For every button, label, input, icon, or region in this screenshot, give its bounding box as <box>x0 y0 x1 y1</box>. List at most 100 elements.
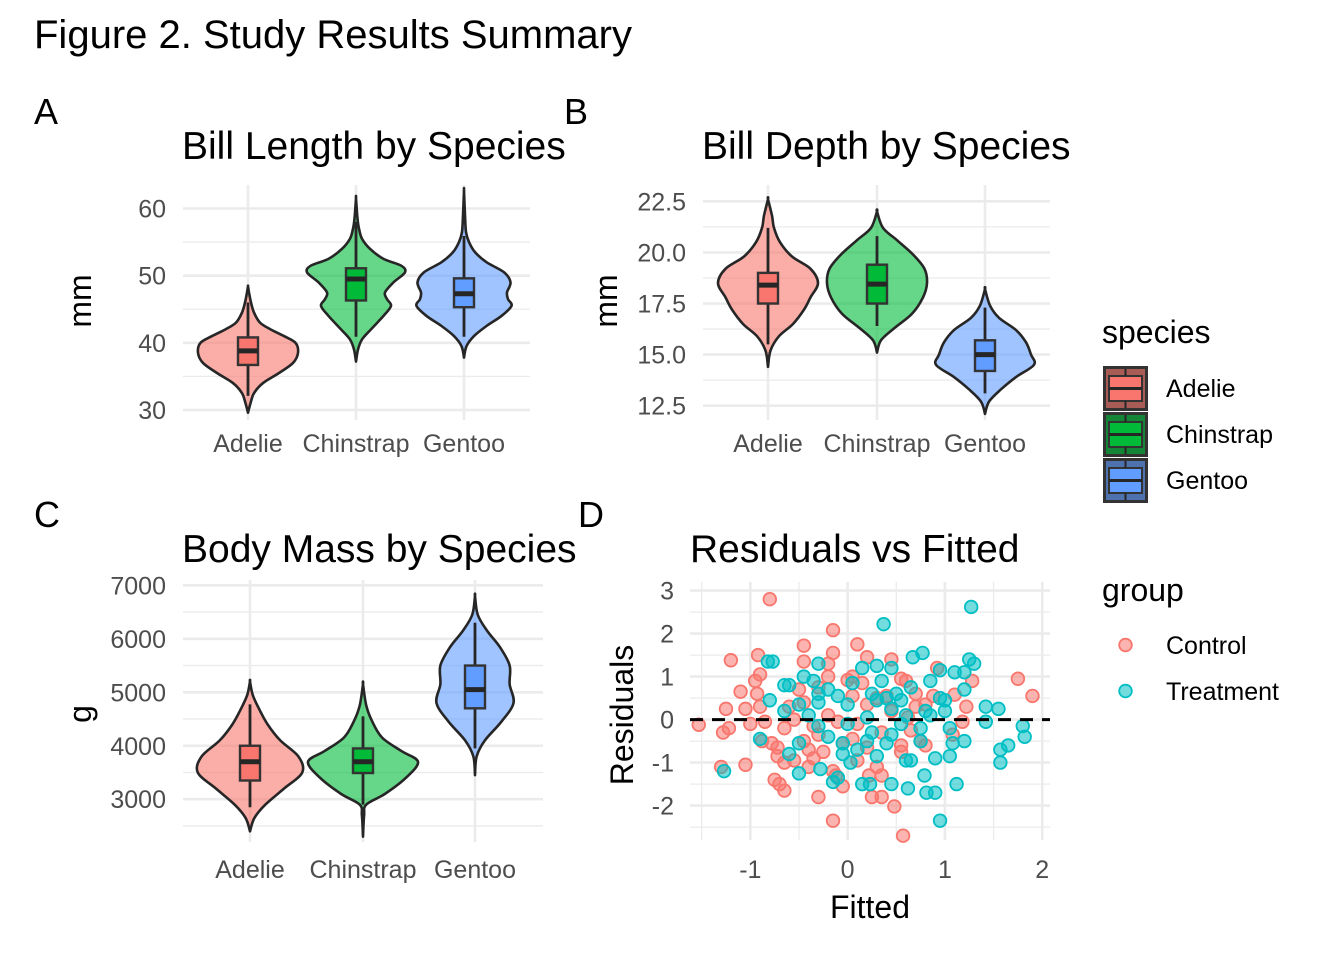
point-treatment <box>879 736 894 751</box>
point-control <box>796 654 812 669</box>
point-treatment <box>777 703 792 719</box>
point-control <box>811 789 826 805</box>
x-tick-label: Adelie <box>213 430 283 458</box>
point-control <box>955 714 970 729</box>
x-tick-label: Chinstrap <box>824 430 931 458</box>
point-control <box>721 721 737 736</box>
point-treatment <box>820 729 836 745</box>
point-control <box>825 813 841 828</box>
y-tick-label: 4000 <box>110 733 166 761</box>
point-treatment <box>791 766 807 781</box>
y-tick-label: 20.0 <box>637 239 686 267</box>
point-treatment <box>862 776 878 792</box>
x-tick-label: Gentoo <box>944 430 1026 458</box>
point-treatment <box>811 656 826 671</box>
legend-label: Adelie <box>1166 375 1236 403</box>
figure-title: Figure 2. Study Results Summary <box>34 13 632 57</box>
point-treatment <box>905 650 921 665</box>
point-treatment <box>923 673 938 689</box>
point-treatment <box>942 748 957 764</box>
y-tick-label: 5000 <box>110 679 166 707</box>
point-treatment <box>845 675 860 691</box>
point-treatment <box>840 697 855 712</box>
panel-tag-a: A <box>34 91 58 132</box>
point-treatment <box>913 721 928 736</box>
legend-group: group Control Treatment <box>1102 572 1279 706</box>
point-control <box>796 638 812 653</box>
point-treatment <box>791 697 807 712</box>
point-treatment <box>859 710 875 725</box>
point-control <box>743 716 758 732</box>
point-treatment <box>957 733 972 749</box>
y-tick-label: -1 <box>652 750 674 778</box>
point-control <box>777 721 792 736</box>
point-treatment <box>957 665 972 680</box>
x-tick-label: 0 <box>841 856 855 884</box>
legend-group-title: group <box>1102 572 1184 608</box>
point-treatment <box>957 682 972 697</box>
legend-label: Treatment <box>1166 678 1279 706</box>
point-treatment <box>782 746 797 762</box>
x-tick-label: -1 <box>739 856 761 884</box>
legend-entry-chinstrap: Chinstrap <box>1103 412 1273 457</box>
legend-label: Chinstrap <box>1166 421 1273 449</box>
point-treatment <box>949 776 964 792</box>
point-treatment <box>993 755 1008 770</box>
x-tick-label: 1 <box>938 856 952 884</box>
panel-b-title: Bill Depth by Species <box>702 125 1071 168</box>
point-treatment <box>937 703 953 719</box>
point-treatment <box>782 678 797 693</box>
point-treatment <box>825 774 841 790</box>
point-treatment <box>932 662 948 678</box>
y-tick-label: 6000 <box>110 626 166 654</box>
point-treatment <box>884 701 899 717</box>
point-treatment <box>855 660 870 676</box>
y-tick-label: 12.5 <box>637 393 686 421</box>
point-treatment <box>927 751 943 766</box>
point-control <box>816 744 831 760</box>
point-control <box>733 684 748 699</box>
y-tick-label: 0 <box>660 707 674 735</box>
y-tick-label: 30 <box>138 397 166 425</box>
point-treatment <box>876 616 891 632</box>
y-tick-label: 17.5 <box>637 291 686 319</box>
point-control <box>723 653 739 668</box>
point-treatment <box>811 695 826 710</box>
boxplot-chinstrap <box>344 267 368 302</box>
point-treatment <box>993 742 1008 757</box>
panel-d-ylabel: Residuals <box>604 645 640 786</box>
x-tick-label: Chinstrap <box>310 856 417 884</box>
boxplot-adelie <box>756 271 780 305</box>
point-treatment <box>752 731 768 747</box>
point-treatment <box>843 755 858 770</box>
point-treatment <box>913 733 928 749</box>
point-control <box>750 647 766 663</box>
point-treatment <box>1017 729 1032 745</box>
point-treatment <box>762 693 777 708</box>
legend-entry-adelie: Adelie <box>1103 366 1236 411</box>
point-treatment <box>859 733 875 749</box>
point-treatment <box>850 742 865 757</box>
point-treatment <box>903 753 919 768</box>
point-treatment <box>903 680 919 695</box>
y-tick-label: 50 <box>138 263 166 291</box>
point-treatment <box>813 761 828 777</box>
point-control <box>1025 688 1040 704</box>
y-tick-label: 15.0 <box>637 342 686 370</box>
point-control <box>874 768 889 783</box>
point-treatment <box>835 736 850 751</box>
point-treatment <box>874 673 889 689</box>
y-tick-label: 2 <box>660 621 674 649</box>
point-treatment <box>811 718 826 734</box>
point-treatment <box>884 776 899 792</box>
y-tick-label: 60 <box>138 196 166 224</box>
point-treatment <box>716 764 732 779</box>
point-control <box>1010 671 1026 686</box>
point-control <box>874 789 889 805</box>
panel-a-ylabel: mm <box>62 274 98 327</box>
y-tick-label: 3000 <box>110 786 166 814</box>
point-control <box>738 757 753 772</box>
x-tick-label: Chinstrap <box>303 430 410 458</box>
panel-c-title: Body Mass by Species <box>182 528 577 571</box>
point-treatment <box>869 693 885 708</box>
